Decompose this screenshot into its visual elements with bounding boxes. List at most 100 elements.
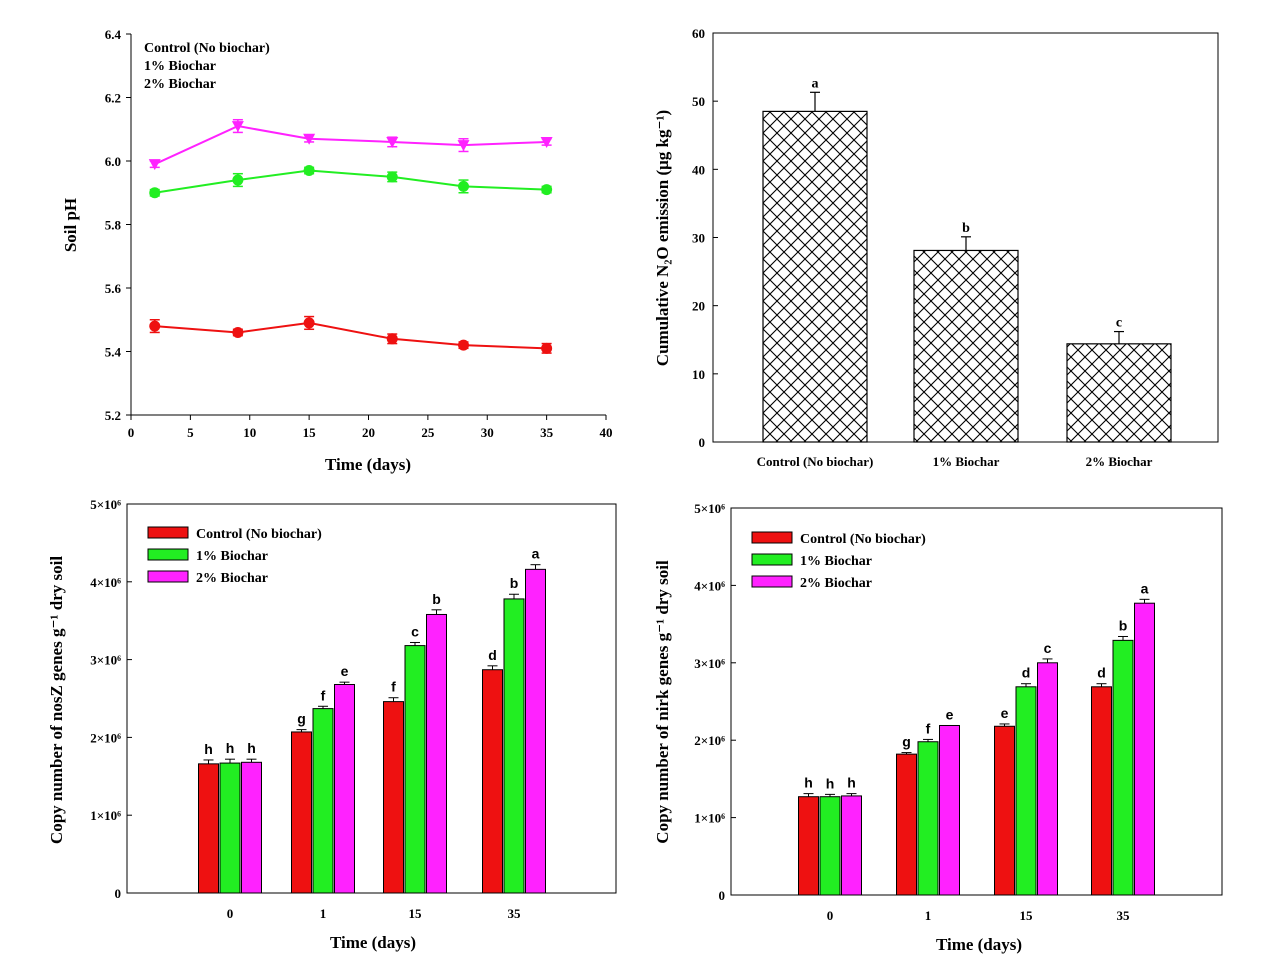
nirk-y-tick-label: 0 [719,888,726,903]
n2o-y-tick-label: 10 [692,367,705,382]
nirk-x-tick-label: 15 [1020,908,1034,923]
n2o-y-tick-label: 50 [692,94,705,109]
nirk-significance-letter: e [1001,705,1009,721]
nosz-legend-swatch [147,570,189,583]
n2o-significance-letter: b [962,221,970,236]
nirk-axes: 0 1×10⁶ 2×10⁶ 3×10⁶ 4×10⁶ 5×10⁶ 0 1 15 35 [694,501,1223,923]
ph-series-line [154,125,547,166]
nirk-bar [819,796,841,896]
ph-line-chart: 0 5 10 15 20 25 30 35 40 5.2 5.4 5.6 5.8 6.0 6.2 6.4 Co… [61,27,613,474]
nirk-y-tick-label: 1×10⁶ [694,811,725,826]
nirk-significance-letter: f [926,720,931,736]
nosz-bar [198,763,219,894]
nosz-bar [426,613,447,894]
ph-legend-entry: 2% Biochar [144,77,216,92]
nirk-legend: Control (No biochar) 1% Biochar 2% Bioch… [751,531,926,591]
ph-y-tick-label: 5.8 [105,218,122,233]
ph-axes: 0 5 10 15 20 25 30 35 40 5.2 5.4 5.6 5.8 6.0 6.2 6.4 [105,27,613,440]
n2o-significance-letter: a [812,76,819,91]
nosz-legend-entry: 1% Biochar [196,549,268,564]
ph-data-point [541,342,553,354]
ph-data-point [303,133,316,145]
nosz-bar [525,568,546,894]
nosz-bar-chart: 0 1×10⁶ 2×10⁶ 3×10⁶ 4×10⁶ 5×10⁶ 0 1 15 35 Control… [47,497,617,952]
ph-x-tick-label: 40 [600,425,613,440]
nirk-bar-chart: 0 1×10⁶ 2×10⁶ 3×10⁶ 4×10⁶ 5×10⁶ 0 1 15 35 Control… [653,501,1223,954]
nirk-legend-swatch [751,575,793,588]
ph-y-tick-label: 6.2 [105,91,121,106]
nosz-x-tick-label: 0 [227,906,234,921]
nosz-bar [404,645,426,894]
nirk-bar [994,725,1015,896]
ph-x-axis-label: Time (days) [325,455,411,474]
nirk-legend-swatch [751,553,793,566]
nirk-bar [798,796,819,896]
nirk-significance-letter: h [847,775,856,791]
n2o-bar-chart: 0 10 20 30 40 50 60 Control (No biochar) 1% Bioc… [653,26,1219,469]
nirk-significance-letter: d [1097,665,1106,681]
nirk-y-tick-label: 3×10⁶ [694,656,725,671]
nosz-y-tick-label: 4×10⁶ [90,575,121,590]
ph-x-tick-label: 35 [540,425,554,440]
nosz-bar [334,683,355,894]
ph-data-point [149,320,161,332]
n2o-y-tick-label: 20 [692,299,705,314]
nosz-significance-letter: b [432,591,441,607]
nirk-x-tick-label: 35 [1117,908,1131,923]
nirk-significance-letter: c [1044,640,1052,656]
nirk-significance-letter: a [1141,580,1149,596]
nirk-x-tick-label: 0 [827,908,834,923]
nosz-significance-letter: f [391,679,396,695]
n2o-x-tick-label: Control (No biochar) [757,454,874,469]
nirk-bar [917,741,939,896]
nirk-bar [841,795,862,896]
n2o-bar [762,110,868,443]
nosz-significance-letter: e [341,663,349,679]
nirk-y-tick-label: 5×10⁶ [694,501,725,516]
ph-data-point [232,174,244,186]
nirk-x-tick-label: 1 [925,908,932,923]
nosz-bar [503,598,525,894]
nirk-significance-letter: h [826,775,835,791]
nirk-bar [1037,662,1058,896]
ph-data-point [303,317,315,329]
nirk-bar [1015,686,1037,896]
nirk-bar [1091,686,1112,896]
nosz-y-tick-label: 1×10⁶ [90,808,121,823]
nosz-significance-letter: h [247,740,256,756]
nosz-legend: Control (No biochar) 1% Biochar 2% Bioch… [147,526,322,586]
ph-data-point [540,136,553,148]
nosz-bar [482,669,503,894]
nosz-y-tick-label: 2×10⁶ [90,730,121,745]
nosz-legend-swatch [147,526,189,539]
nirk-significance-letter: d [1022,665,1031,681]
n2o-y-axis-label: Cumulative N₂O emission (μg kg⁻¹) [653,110,672,366]
nirk-y-axis-label: Copy number of nirk genes g⁻¹ dry soil [653,560,672,844]
nirk-bar [1112,639,1134,896]
nirk-plot-frame [730,507,1223,896]
nosz-significance-letter: g [297,711,306,727]
ph-x-tick-label: 10 [243,425,256,440]
nirk-significance-letter: h [804,775,813,791]
ph-data-point [458,180,469,192]
n2o-bar [1066,343,1172,443]
ph-data-point [457,140,470,152]
nirk-y-tick-label: 4×10⁶ [694,578,725,593]
ph-plot-area [148,118,553,354]
nosz-significance-letter: d [488,647,497,663]
ph-legend-entry: Control (No biochar) [144,41,270,56]
ph-data-point [541,184,553,196]
nosz-legend-entry: 2% Biochar [196,571,268,586]
ph-data-point [149,187,161,199]
nosz-significance-letter: a [532,546,540,562]
nirk-bar [896,753,917,896]
nirk-bar [939,724,960,896]
n2o-x-tick-label: 1% Biochar [933,454,1000,469]
nosz-axes: 0 1×10⁶ 2×10⁶ 3×10⁶ 4×10⁶ 5×10⁶ 0 1 15 35 [90,497,617,921]
nirk-x-axis-label: Time (days) [936,935,1022,954]
nirk-legend-swatch [751,531,793,544]
nosz-bar [291,731,312,894]
n2o-bar [913,249,1019,443]
